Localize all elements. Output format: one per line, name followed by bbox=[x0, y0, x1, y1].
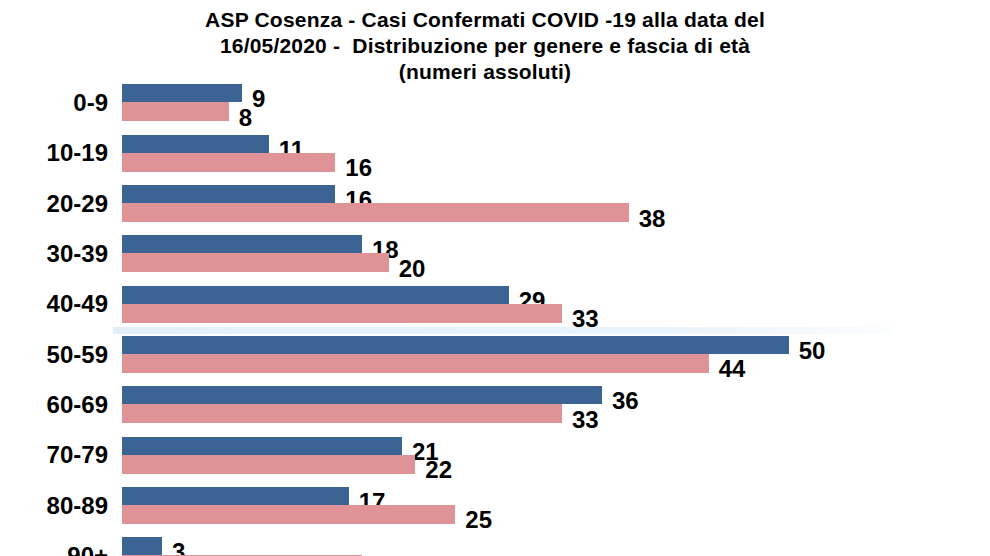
blue-value-label: 3 bbox=[172, 540, 185, 556]
pink-bar-row: 33 bbox=[122, 404, 599, 423]
age-group-label: 50-59 bbox=[0, 336, 108, 374]
blue-bar-row: 36 bbox=[122, 386, 639, 404]
age-group-label: 30-39 bbox=[0, 235, 108, 273]
plot-area: 0-99810-19111620-29163830-39182040-49293… bbox=[0, 0, 990, 556]
blue-bar bbox=[122, 336, 789, 354]
blue-bar bbox=[122, 135, 269, 153]
pink-bar bbox=[122, 102, 229, 121]
blue-bar bbox=[122, 487, 349, 505]
blue-value-label: 9 bbox=[252, 87, 265, 111]
pink-bar bbox=[122, 455, 415, 474]
pink-bar bbox=[122, 354, 709, 373]
pink-value-label: 44 bbox=[719, 357, 746, 381]
blue-value-label: 50 bbox=[799, 339, 826, 363]
pink-value-label: 33 bbox=[572, 307, 599, 331]
pink-value-label: 8 bbox=[239, 106, 252, 130]
pink-bar bbox=[122, 203, 629, 222]
blue-value-label: 36 bbox=[612, 389, 639, 413]
age-group-label: 60-69 bbox=[0, 386, 108, 424]
blue-bar-row: 18 bbox=[122, 235, 399, 253]
pink-bar bbox=[122, 253, 389, 272]
pink-value-label: 33 bbox=[572, 408, 599, 432]
age-group-label: 90+ bbox=[0, 537, 108, 556]
pink-bar-row: 20 bbox=[122, 253, 425, 272]
blue-bar bbox=[122, 537, 162, 555]
pink-bar-row: 8 bbox=[122, 102, 252, 121]
age-group-label: 10-19 bbox=[0, 135, 108, 173]
pink-bar bbox=[122, 304, 562, 323]
pink-bar bbox=[122, 153, 335, 172]
blue-bar-row: 21 bbox=[122, 437, 439, 455]
pink-bar-row: 38 bbox=[122, 203, 665, 222]
blue-bar-row: 29 bbox=[122, 286, 545, 304]
pink-value-label: 16 bbox=[345, 156, 372, 180]
blue-bar-row: 50 bbox=[122, 336, 825, 354]
pink-bar bbox=[122, 505, 455, 524]
blue-bar-row: 9 bbox=[122, 84, 265, 102]
blue-bar-row: 3 bbox=[122, 537, 185, 555]
pink-bar bbox=[122, 404, 562, 423]
blue-bar-row: 17 bbox=[122, 487, 385, 505]
age-group-label: 0-9 bbox=[0, 84, 108, 122]
age-group-label: 70-79 bbox=[0, 437, 108, 475]
pink-bar-row: 44 bbox=[122, 354, 745, 373]
chart-canvas: ASP Cosenza - Casi Confermati COVID -19 … bbox=[0, 0, 990, 556]
blue-bar bbox=[122, 437, 402, 455]
pink-bar-row: 22 bbox=[122, 455, 452, 474]
blue-bar bbox=[122, 185, 335, 203]
blue-bar bbox=[122, 386, 602, 404]
pink-bar-row: 16 bbox=[122, 153, 372, 172]
blue-bar-row: 11 bbox=[122, 135, 304, 153]
pink-value-label: 20 bbox=[399, 257, 426, 281]
blue-bar-row: 16 bbox=[122, 185, 372, 203]
pink-bar-row: 33 bbox=[122, 304, 599, 323]
blue-bar bbox=[122, 286, 509, 304]
age-group-label: 20-29 bbox=[0, 185, 108, 223]
pink-value-label: 25 bbox=[465, 508, 492, 532]
pink-bar-row: 25 bbox=[122, 505, 492, 524]
blue-bar bbox=[122, 84, 242, 102]
blue-bar bbox=[122, 235, 362, 253]
pink-value-label: 22 bbox=[425, 458, 452, 482]
age-group-label: 40-49 bbox=[0, 286, 108, 324]
age-group-label: 80-89 bbox=[0, 487, 108, 525]
pink-value-label: 38 bbox=[639, 207, 666, 231]
